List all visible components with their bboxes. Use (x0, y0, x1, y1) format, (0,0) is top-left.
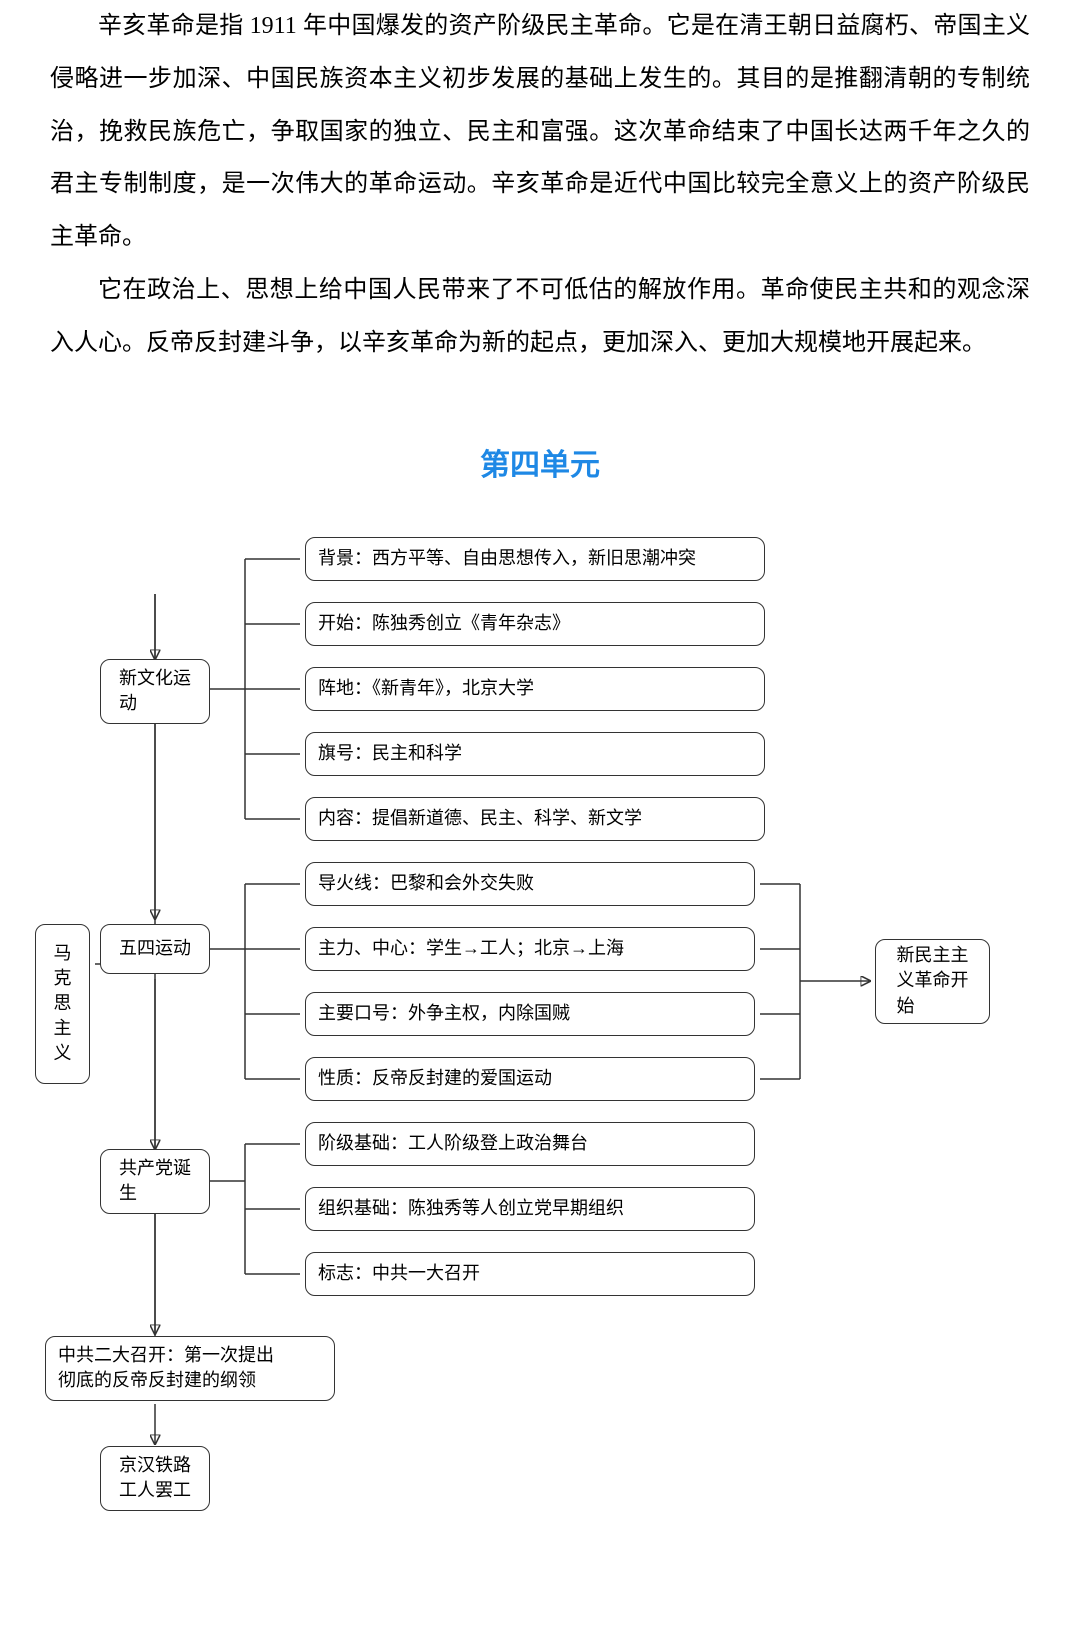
paragraph-2: 它在政治上、思想上给中国人民带来了不可低估的解放作用。革命使民主共和的观念深入人… (50, 264, 1030, 370)
wsyd-item-b: 主力、中心：学生→工人；北京→上海 (305, 927, 755, 971)
node-gcd: 共产党诞 生 (100, 1149, 210, 1214)
node-wusi-label: 五四运动 (119, 936, 191, 961)
node-xinminzhu-label: 新民主主 义革命开 始 (897, 943, 969, 1019)
node-wusi: 五四运动 (100, 924, 210, 974)
node-xinwenhua-label: 新文化运 动 (119, 666, 191, 716)
node-xinminzhu: 新民主主 义革命开 始 (875, 939, 990, 1024)
gcd-item-b: 组织基础：陈独秀等人创立党早期组织 (305, 1187, 755, 1231)
intro-text: 辛亥革命是指 1911 年中国爆发的资产阶级民主革命。它是在清王朝日益腐朽、帝国… (0, 0, 1080, 370)
node-gcd-label: 共产党诞 生 (119, 1156, 191, 1206)
wsyd-item-a: 导火线：巴黎和会外交失败 (305, 862, 755, 906)
wsyd-item-c-label: 主要口号：外争主权，内除国贼 (318, 1001, 570, 1026)
node-jinghan-label: 京汉铁路 工人罢工 (119, 1453, 191, 1503)
node-erda-label: 中共二大召开：第一次提出 彻底的反帝反封建的纲领 (58, 1343, 274, 1393)
xwh-item-e: 内容：提倡新道德、民主、科学、新文学 (305, 797, 765, 841)
gcd-item-b-label: 组织基础：陈独秀等人创立党早期组织 (318, 1196, 624, 1221)
gcd-item-c: 标志：中共一大召开 (305, 1252, 755, 1296)
node-erda: 中共二大召开：第一次提出 彻底的反帝反封建的纲领 (45, 1336, 335, 1401)
node-xinwenhua: 新文化运 动 (100, 659, 210, 724)
node-jinghan: 京汉铁路 工人罢工 (100, 1446, 210, 1511)
xwh-item-c-label: 阵地：《新青年》，北京大学 (318, 676, 534, 701)
xwh-item-d-label: 旗号：民主和科学 (318, 741, 462, 766)
unit-title: 第四单元 (0, 440, 1080, 484)
gcd-item-c-label: 标志：中共一大召开 (318, 1261, 480, 1286)
xwh-item-a-label: 背景：西方平等、自由思想传入，新旧思潮冲突 (318, 546, 696, 571)
node-marxism: 马 克 思 主 义 (35, 924, 90, 1084)
gcd-item-a: 阶级基础：工人阶级登上政治舞台 (305, 1122, 755, 1166)
wsyd-item-d-label: 性质：反帝反封建的爱国运动 (318, 1066, 552, 1091)
wsyd-item-a-label: 导火线：巴黎和会外交失败 (318, 871, 534, 896)
gcd-item-a-label: 阶级基础：工人阶级登上政治舞台 (318, 1131, 588, 1156)
xwh-item-d: 旗号：民主和科学 (305, 732, 765, 776)
node-marxism-label: 马 克 思 主 义 (54, 941, 72, 1067)
xwh-item-c: 阵地：《新青年》，北京大学 (305, 667, 765, 711)
wsyd-item-b-label: 主力、中心：学生→工人；北京→上海 (318, 936, 624, 961)
paragraph-1: 辛亥革命是指 1911 年中国爆发的资产阶级民主革命。它是在清王朝日益腐朽、帝国… (50, 0, 1030, 264)
xwh-item-b: 开始：陈独秀创立《青年杂志》 (305, 602, 765, 646)
wsyd-item-c: 主要口号：外争主权，内除国贼 (305, 992, 755, 1036)
wsyd-item-d: 性质：反帝反封建的爱国运动 (305, 1057, 755, 1101)
xwh-item-b-label: 开始：陈独秀创立《青年杂志》 (318, 611, 570, 636)
xwh-item-e-label: 内容：提倡新道德、民主、科学、新文学 (318, 806, 642, 831)
xwh-item-a: 背景：西方平等、自由思想传入，新旧思潮冲突 (305, 537, 765, 581)
flowchart: 马 克 思 主 义 新文化运 动 五四运动 共产党诞 生 中共二大召开：第一次提… (0, 524, 1080, 1524)
